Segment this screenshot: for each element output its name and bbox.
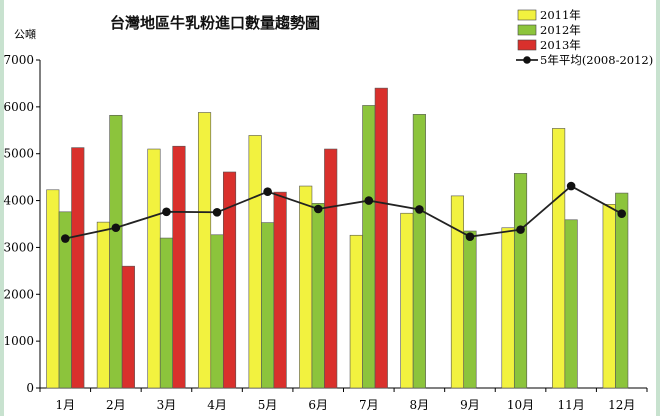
bar-2012年-5月 — [261, 222, 275, 389]
average-point-5月 — [263, 187, 272, 196]
bar-2013年-4月 — [222, 171, 237, 389]
x-ticks: 1月 2月 3月 4月 5月 6月 7月 8月 9月 10月 11月 12月 — [39, 388, 648, 412]
legend-label: 2012年 — [540, 23, 581, 37]
x-tick-label: 6月 — [308, 398, 328, 412]
bar-2011年-1月 — [46, 189, 60, 389]
x-tick-label: 3月 — [157, 398, 177, 412]
chart-title: 台灣地區牛乳粉進口數量趨勢圖 — [110, 14, 320, 32]
bar-2012年-12月 — [615, 192, 629, 389]
bar-2013年-6月 — [324, 148, 338, 389]
average-point-4月 — [212, 207, 222, 217]
bar-2011年-10月 — [501, 227, 515, 389]
bars — [46, 87, 629, 389]
bar-2011年-2月 — [96, 221, 110, 389]
y-tick-label: 6000 — [3, 100, 34, 114]
bar-2011年-6月 — [299, 185, 313, 389]
legend-label: 2011年 — [540, 8, 581, 22]
y-tick-label: 0 — [26, 381, 34, 395]
legend-label: 5年平均(2008-2012) — [540, 53, 653, 67]
average-point-2月 — [111, 223, 121, 233]
y-tick-label: 3000 — [3, 240, 34, 254]
y-tick-label: 5000 — [3, 147, 34, 161]
y-axis-unit-label: 公噸 — [14, 27, 36, 41]
bar-2013年-3月 — [172, 145, 186, 389]
frame-border-right — [656, 0, 660, 416]
bar-2011年-11月 — [552, 128, 566, 389]
bar-2011年-4月 — [197, 112, 212, 389]
bar-2011年-3月 — [147, 148, 161, 389]
x-tick-label: 2月 — [106, 398, 126, 412]
average-point-3月 — [162, 207, 171, 217]
bar-2013年-1月 — [71, 147, 85, 389]
y-ticks: 0 1000 2000 3000 4000 5000 6000 7000 — [3, 53, 40, 395]
bar-2013年-7月 — [374, 87, 388, 389]
legend-swatch — [517, 9, 537, 21]
bar-2011年-9月 — [450, 195, 465, 389]
legend-label: 2013年 — [540, 38, 581, 52]
bar-2011年-7月 — [349, 234, 363, 389]
y-tick-label: 7000 — [3, 53, 34, 67]
average-point-9月 — [465, 232, 475, 241]
average-point-8月 — [415, 205, 424, 214]
x-tick-label: 5月 — [258, 398, 278, 412]
frame-border-left — [0, 0, 4, 416]
x-tick-label: 12月 — [608, 398, 635, 412]
average-point-1月 — [60, 234, 70, 243]
bar-2012年-3月 — [159, 237, 174, 389]
bar-2012年-4月 — [210, 234, 224, 389]
bar-2012年-11月 — [564, 219, 578, 389]
bar-2012年-6月 — [311, 203, 325, 389]
x-tick-label: 9月 — [460, 398, 480, 412]
x-tick-label: 4月 — [207, 398, 227, 412]
legend-swatch — [517, 39, 537, 51]
x-tick-label: 8月 — [410, 398, 430, 412]
bar-2013年-2月 — [121, 265, 135, 389]
y-tick-label: 1000 — [3, 334, 34, 348]
bar-2011年-8月 — [400, 212, 414, 389]
bar-2012年-10月 — [513, 173, 528, 389]
bar-2012年-8月 — [412, 114, 426, 389]
bar-2013年-5月 — [273, 191, 287, 389]
average-point-12月 — [617, 209, 627, 218]
average-point-10月 — [516, 225, 525, 234]
bar-2011年-12月 — [602, 204, 616, 389]
legend-marker — [523, 56, 531, 64]
y-tick-label: 2000 — [3, 287, 34, 301]
legend-swatch — [517, 24, 537, 36]
bar-2012年-7月 — [362, 105, 376, 389]
x-tick-label: 1月 — [55, 398, 75, 412]
x-tick-label: 11月 — [557, 398, 584, 412]
x-tick-label: 7月 — [359, 398, 379, 412]
bar-2012年-2月 — [109, 114, 123, 389]
average-line-group — [60, 181, 627, 243]
bar-2012年-9月 — [463, 230, 477, 389]
average-line — [65, 184, 623, 240]
bar-2011年-5月 — [248, 135, 262, 389]
average-point-6月 — [313, 204, 323, 214]
average-point-7月 — [364, 196, 374, 205]
x-tick-label: 10月 — [507, 398, 534, 412]
average-point-11月 — [566, 181, 576, 191]
y-tick-label: 4000 — [3, 194, 34, 208]
